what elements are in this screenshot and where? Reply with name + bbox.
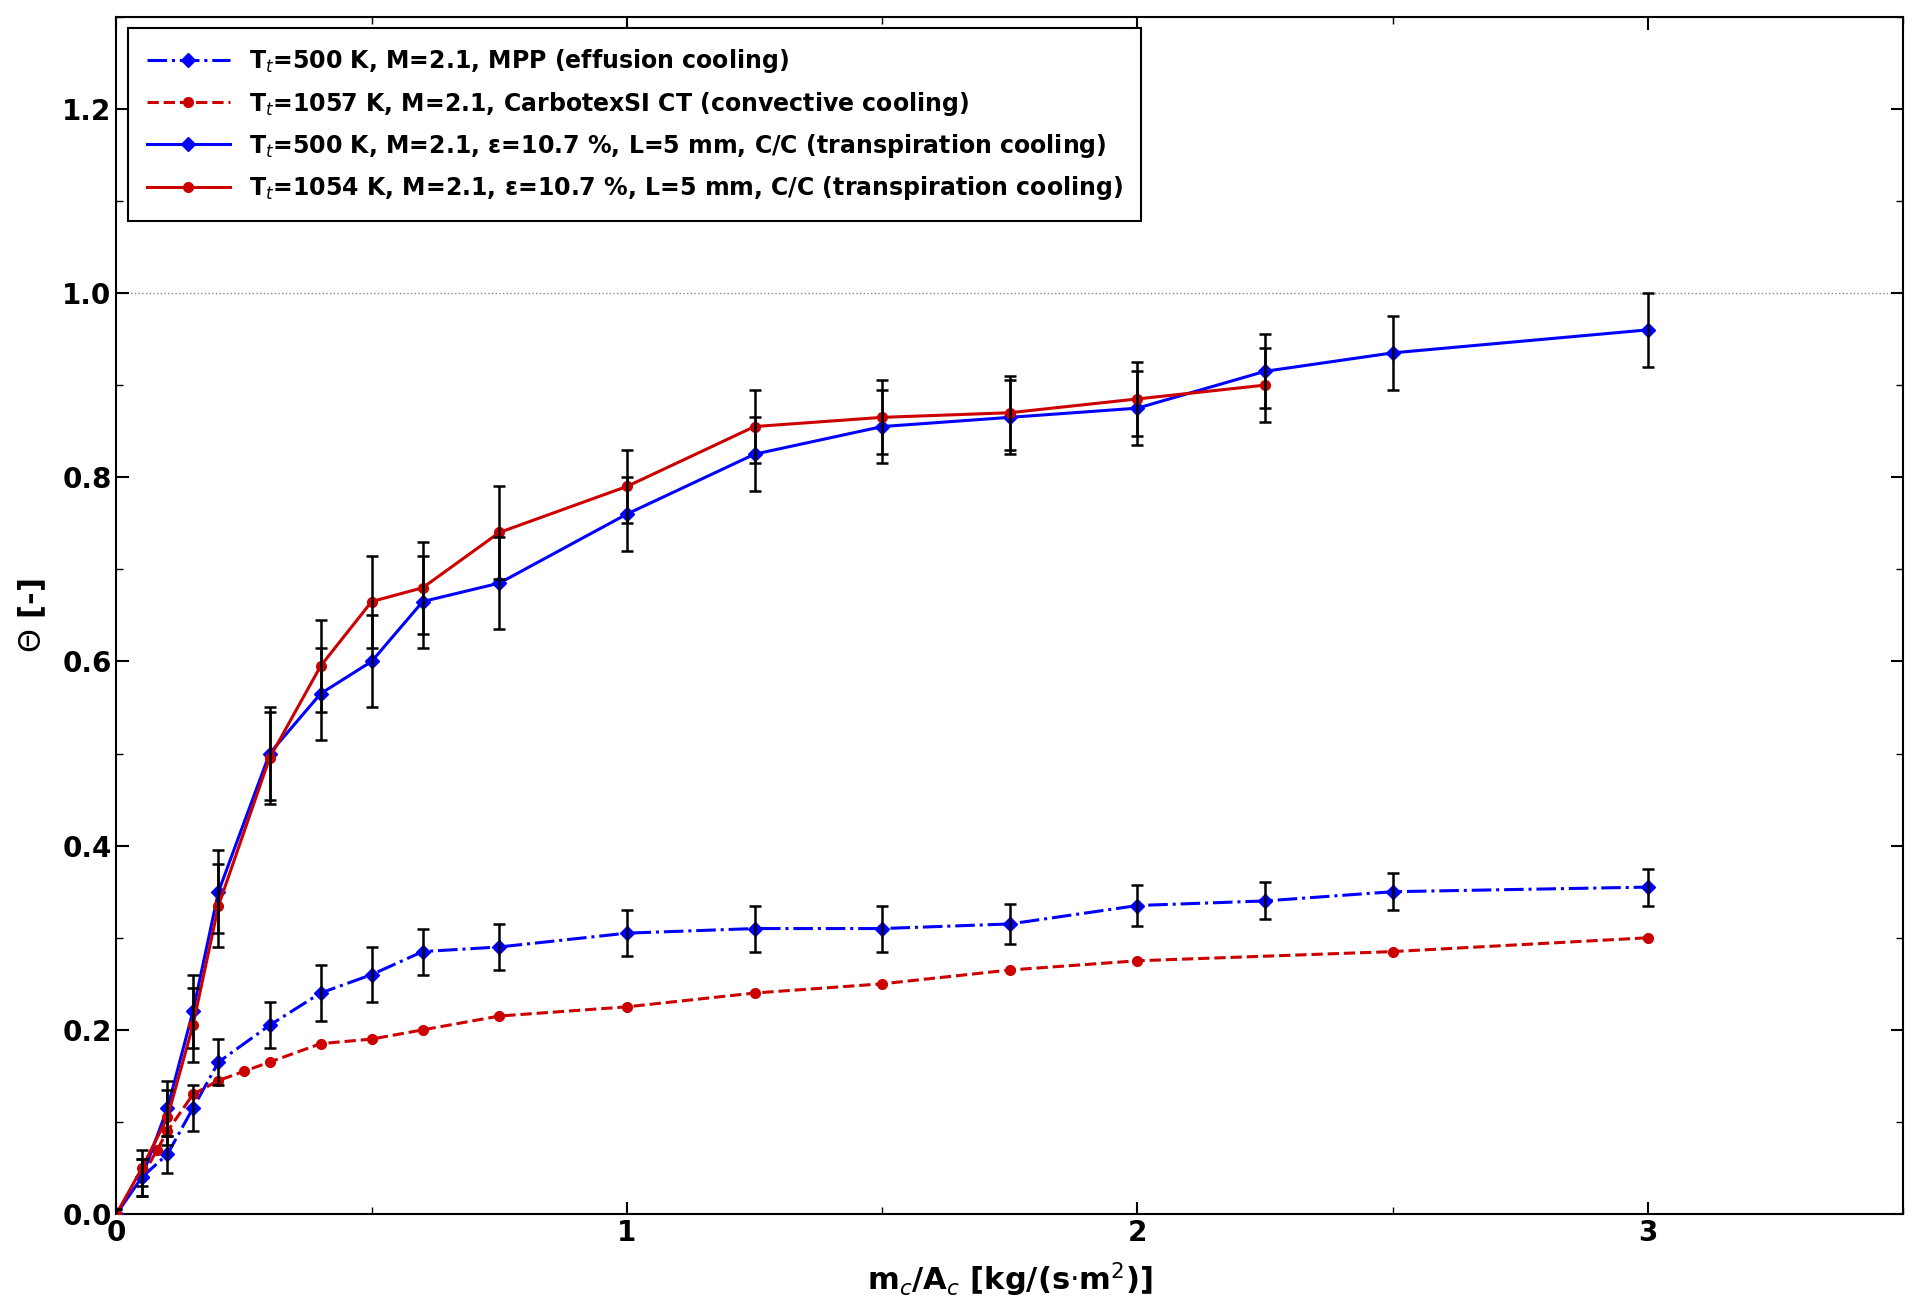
T$_t$=500 K, M=2.1, MPP (effusion cooling)	[1254, 894, 1277, 909]
T$_t$=500 K, M=2.1, ε=10.7 %, L=5 mm, C/C (transpiration cooling)	[131, 1170, 154, 1186]
T$_t$=500 K, M=2.1, MPP (effusion cooling)	[361, 967, 384, 983]
T$_t$=500 K, M=2.1, MPP (effusion cooling)	[743, 921, 766, 937]
T$_t$=500 K, M=2.1, MPP (effusion cooling)	[1125, 898, 1148, 913]
T$_t$=1054 K, M=2.1, ε=10.7 %, L=5 mm, C/C (transpiration cooling)	[361, 594, 384, 609]
T$_t$=500 K, M=2.1, ε=10.7 %, L=5 mm, C/C (transpiration cooling)	[156, 1100, 179, 1116]
T$_t$=500 K, M=2.1, ε=10.7 %, L=5 mm, C/C (transpiration cooling)	[411, 594, 434, 609]
T$_t$=500 K, M=2.1, ε=10.7 %, L=5 mm, C/C (transpiration cooling)	[488, 575, 511, 591]
T$_t$=1057 K, M=2.1, CarbotexSI CT (convective cooling)	[1380, 944, 1404, 959]
T$_t$=1054 K, M=2.1, ε=10.7 %, L=5 mm, C/C (transpiration cooling)	[743, 418, 766, 434]
T$_t$=1054 K, M=2.1, ε=10.7 %, L=5 mm, C/C (transpiration cooling)	[411, 580, 434, 596]
T$_t$=1054 K, M=2.1, ε=10.7 %, L=5 mm, C/C (transpiration cooling)	[257, 750, 280, 766]
T$_t$=1057 K, M=2.1, CarbotexSI CT (convective cooling)	[207, 1073, 230, 1088]
T$_t$=500 K, M=2.1, ε=10.7 %, L=5 mm, C/C (transpiration cooling)	[870, 418, 893, 434]
T$_t$=500 K, M=2.1, ε=10.7 %, L=5 mm, C/C (transpiration cooling)	[1125, 400, 1148, 416]
Line: T$_t$=1054 K, M=2.1, ε=10.7 %, L=5 mm, C/C (transpiration cooling): T$_t$=1054 K, M=2.1, ε=10.7 %, L=5 mm, C…	[111, 380, 1269, 1219]
T$_t$=500 K, M=2.1, MPP (effusion cooling)	[1380, 884, 1404, 900]
T$_t$=500 K, M=2.1, MPP (effusion cooling)	[309, 986, 332, 1001]
T$_t$=1054 K, M=2.1, ε=10.7 %, L=5 mm, C/C (transpiration cooling)	[616, 479, 639, 495]
T$_t$=1054 K, M=2.1, ε=10.7 %, L=5 mm, C/C (transpiration cooling)	[998, 405, 1021, 421]
T$_t$=500 K, M=2.1, ε=10.7 %, L=5 mm, C/C (transpiration cooling)	[998, 409, 1021, 425]
T$_t$=500 K, M=2.1, ε=10.7 %, L=5 mm, C/C (transpiration cooling)	[182, 1004, 205, 1020]
Legend: T$_t$=500 K, M=2.1, MPP (effusion cooling), T$_t$=1057 K, M=2.1, CarbotexSI CT (: T$_t$=500 K, M=2.1, MPP (effusion coolin…	[129, 29, 1142, 221]
T$_t$=1054 K, M=2.1, ε=10.7 %, L=5 mm, C/C (transpiration cooling)	[488, 525, 511, 541]
T$_t$=500 K, M=2.1, ε=10.7 %, L=5 mm, C/C (transpiration cooling)	[309, 686, 332, 701]
T$_t$=500 K, M=2.1, MPP (effusion cooling)	[1636, 879, 1659, 895]
T$_t$=1057 K, M=2.1, CarbotexSI CT (convective cooling)	[156, 1124, 179, 1140]
T$_t$=1054 K, M=2.1, ε=10.7 %, L=5 mm, C/C (transpiration cooling)	[870, 409, 893, 425]
T$_t$=500 K, M=2.1, MPP (effusion cooling)	[182, 1100, 205, 1116]
T$_t$=500 K, M=2.1, MPP (effusion cooling)	[411, 944, 434, 959]
T$_t$=500 K, M=2.1, ε=10.7 %, L=5 mm, C/C (transpiration cooling)	[207, 884, 230, 900]
T$_t$=1057 K, M=2.1, CarbotexSI CT (convective cooling)	[488, 1008, 511, 1024]
T$_t$=1054 K, M=2.1, ε=10.7 %, L=5 mm, C/C (transpiration cooling)	[1125, 391, 1148, 407]
T$_t$=1054 K, M=2.1, ε=10.7 %, L=5 mm, C/C (transpiration cooling)	[106, 1207, 129, 1223]
T$_t$=500 K, M=2.1, MPP (effusion cooling)	[998, 916, 1021, 932]
T$_t$=1057 K, M=2.1, CarbotexSI CT (convective cooling)	[309, 1036, 332, 1051]
T$_t$=500 K, M=2.1, ε=10.7 %, L=5 mm, C/C (transpiration cooling)	[616, 507, 639, 522]
T$_t$=1057 K, M=2.1, CarbotexSI CT (convective cooling)	[616, 999, 639, 1015]
Line: T$_t$=500 K, M=2.1, MPP (effusion cooling): T$_t$=500 K, M=2.1, MPP (effusion coolin…	[136, 882, 1653, 1182]
Y-axis label: $\Theta$ [-]: $\Theta$ [-]	[17, 578, 48, 653]
T$_t$=1057 K, M=2.1, CarbotexSI CT (convective cooling)	[1636, 930, 1659, 946]
T$_t$=500 K, M=2.1, MPP (effusion cooling)	[616, 925, 639, 941]
T$_t$=1057 K, M=2.1, CarbotexSI CT (convective cooling)	[182, 1087, 205, 1103]
T$_t$=1054 K, M=2.1, ε=10.7 %, L=5 mm, C/C (transpiration cooling)	[131, 1161, 154, 1177]
T$_t$=500 K, M=2.1, MPP (effusion cooling)	[870, 921, 893, 937]
T$_t$=1057 K, M=2.1, CarbotexSI CT (convective cooling)	[146, 1142, 169, 1158]
T$_t$=1054 K, M=2.1, ε=10.7 %, L=5 mm, C/C (transpiration cooling)	[1254, 378, 1277, 393]
T$_t$=500 K, M=2.1, MPP (effusion cooling)	[156, 1146, 179, 1162]
T$_t$=500 K, M=2.1, ε=10.7 %, L=5 mm, C/C (transpiration cooling)	[743, 446, 766, 462]
T$_t$=500 K, M=2.1, MPP (effusion cooling)	[488, 940, 511, 955]
T$_t$=1057 K, M=2.1, CarbotexSI CT (convective cooling)	[411, 1023, 434, 1038]
T$_t$=500 K, M=2.1, ε=10.7 %, L=5 mm, C/C (transpiration cooling)	[361, 654, 384, 670]
T$_t$=1054 K, M=2.1, ε=10.7 %, L=5 mm, C/C (transpiration cooling)	[309, 658, 332, 674]
T$_t$=1057 K, M=2.1, CarbotexSI CT (convective cooling)	[1125, 953, 1148, 969]
Line: T$_t$=500 K, M=2.1, ε=10.7 %, L=5 mm, C/C (transpiration cooling): T$_t$=500 K, M=2.1, ε=10.7 %, L=5 mm, C/…	[111, 325, 1653, 1219]
T$_t$=500 K, M=2.1, ε=10.7 %, L=5 mm, C/C (transpiration cooling)	[257, 746, 280, 762]
T$_t$=1054 K, M=2.1, ε=10.7 %, L=5 mm, C/C (transpiration cooling)	[207, 898, 230, 913]
T$_t$=1057 K, M=2.1, CarbotexSI CT (convective cooling)	[257, 1054, 280, 1070]
T$_t$=500 K, M=2.1, ε=10.7 %, L=5 mm, C/C (transpiration cooling)	[1636, 322, 1659, 338]
T$_t$=1057 K, M=2.1, CarbotexSI CT (convective cooling)	[998, 962, 1021, 978]
T$_t$=1057 K, M=2.1, CarbotexSI CT (convective cooling)	[870, 976, 893, 992]
T$_t$=500 K, M=2.1, MPP (effusion cooling)	[257, 1017, 280, 1033]
T$_t$=500 K, M=2.1, ε=10.7 %, L=5 mm, C/C (transpiration cooling)	[106, 1207, 129, 1223]
T$_t$=1057 K, M=2.1, CarbotexSI CT (convective cooling)	[743, 986, 766, 1001]
T$_t$=1057 K, M=2.1, CarbotexSI CT (convective cooling)	[232, 1063, 255, 1079]
T$_t$=1054 K, M=2.1, ε=10.7 %, L=5 mm, C/C (transpiration cooling)	[156, 1109, 179, 1125]
X-axis label: m$_c$/A$_c$ [kg/(s$\cdot$m$^2$)]: m$_c$/A$_c$ [kg/(s$\cdot$m$^2$)]	[868, 1261, 1152, 1299]
T$_t$=500 K, M=2.1, MPP (effusion cooling)	[207, 1054, 230, 1070]
T$_t$=1054 K, M=2.1, ε=10.7 %, L=5 mm, C/C (transpiration cooling)	[182, 1017, 205, 1033]
T$_t$=500 K, M=2.1, MPP (effusion cooling)	[131, 1170, 154, 1186]
T$_t$=500 K, M=2.1, ε=10.7 %, L=5 mm, C/C (transpiration cooling)	[1380, 345, 1404, 361]
T$_t$=500 K, M=2.1, ε=10.7 %, L=5 mm, C/C (transpiration cooling)	[1254, 363, 1277, 379]
T$_t$=1057 K, M=2.1, CarbotexSI CT (convective cooling)	[131, 1170, 154, 1186]
T$_t$=1057 K, M=2.1, CarbotexSI CT (convective cooling)	[361, 1032, 384, 1048]
Line: T$_t$=1057 K, M=2.1, CarbotexSI CT (convective cooling): T$_t$=1057 K, M=2.1, CarbotexSI CT (conv…	[136, 933, 1653, 1182]
